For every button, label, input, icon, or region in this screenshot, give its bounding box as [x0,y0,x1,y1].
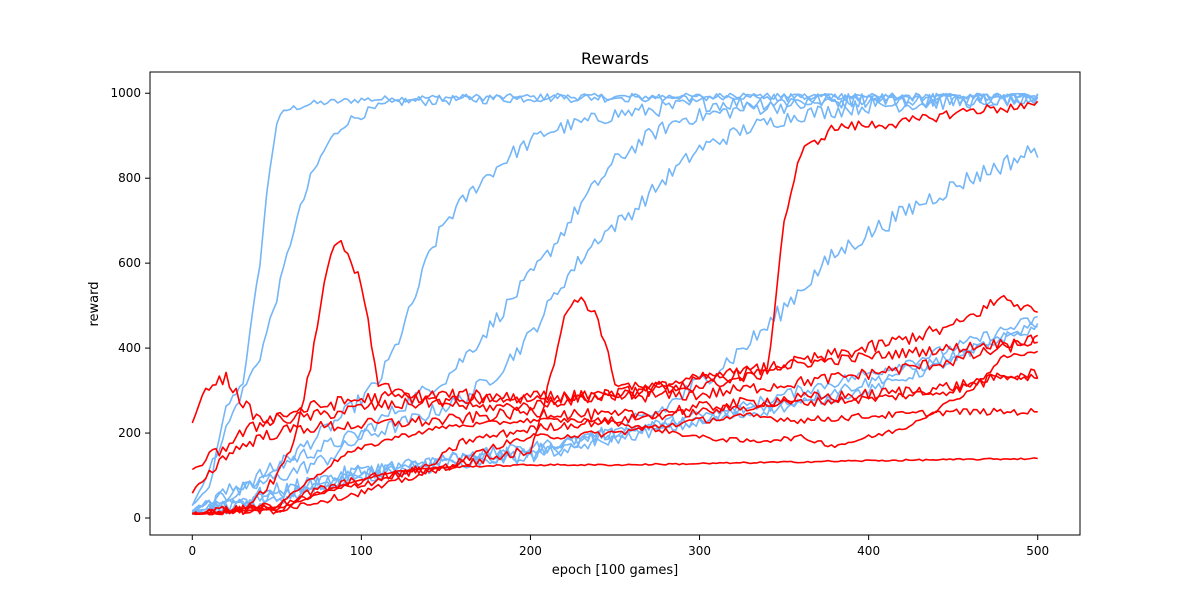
x-axis-label: epoch [100 games] [552,563,678,578]
y-tick-label: 800 [118,171,141,185]
series-line-8 [192,323,1039,514]
series-line-15 [192,372,1038,515]
x-tick-label: 0 [188,544,196,558]
series-line-7 [191,315,1038,515]
x-tick-label: 200 [519,544,542,558]
y-tick-label: 200 [118,426,141,440]
plot-frame [149,71,1081,536]
series-line-17 [192,350,1039,516]
y-ticks: 0 200 400 600 800 1000 [110,86,150,525]
series-line-6 [191,145,1039,516]
x-tick-label: 400 [857,544,880,558]
series-line-1 [191,92,1038,506]
series-line-13 [192,100,1039,516]
x-tick-label: 100 [350,544,373,558]
series-line-3 [192,92,1039,512]
series-line-18 [192,457,1038,515]
x-tick-label: 300 [688,544,711,558]
y-tick-label: 1000 [110,86,141,100]
y-tick-label: 400 [118,341,141,355]
x-tick-label: 500 [1026,544,1049,558]
series-line-12 [191,239,1038,516]
series-line-14 [191,368,1039,494]
x-ticks: 0 100 200 300 400 500 [188,535,1049,558]
series-line-16 [191,407,1038,516]
y-axis-label: reward [87,281,102,326]
series-line-4 [192,92,1039,512]
series-line-5 [191,93,1039,512]
y-tick-label: 0 [133,511,141,525]
series-line-9 [192,321,1038,516]
y-tick-label: 600 [118,256,141,270]
series-line-11 [191,294,1038,471]
chart-title: Rewards [581,49,649,68]
series-layer [191,92,1039,516]
